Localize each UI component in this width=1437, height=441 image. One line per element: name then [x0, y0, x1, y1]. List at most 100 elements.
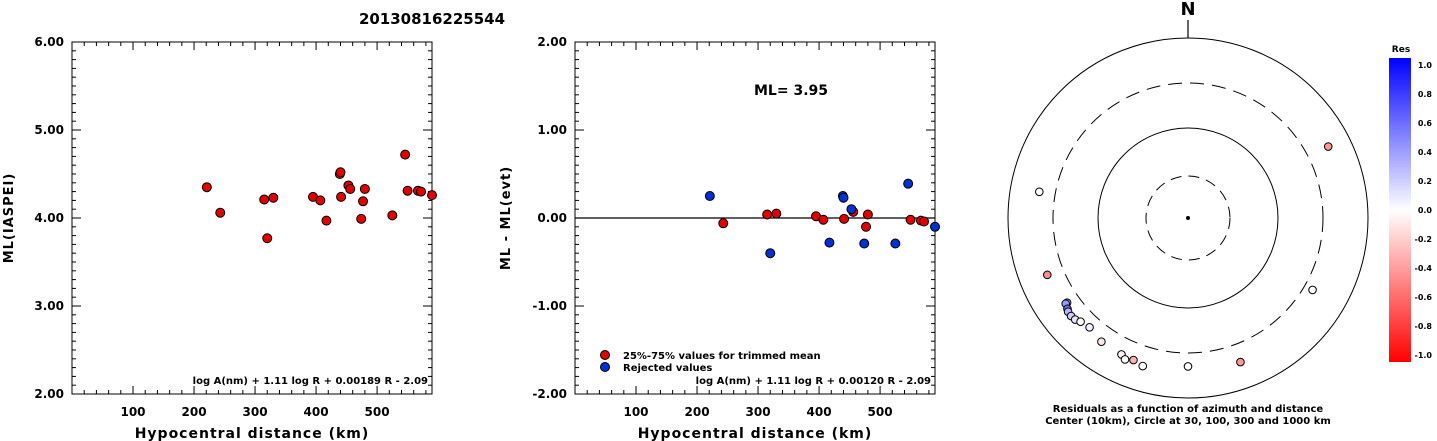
legend-label-rejected: Rejected values — [623, 363, 712, 374]
data-point — [358, 196, 369, 207]
data-point — [201, 182, 212, 193]
data-point — [846, 204, 857, 215]
data-point — [771, 208, 782, 219]
x-tick-label: 300 — [243, 405, 268, 419]
ring-30km — [1145, 175, 1231, 261]
station-marker — [1308, 285, 1317, 295]
x-tick-label: 500 — [365, 405, 390, 419]
y-axis-title: ML - ML(evt) — [499, 166, 514, 270]
colorbar-tick-label: -0.4 — [1415, 264, 1433, 273]
y-tick-label: 0.00 — [537, 211, 567, 225]
station-marker — [1035, 187, 1044, 197]
y-tick-label: 1.00 — [537, 123, 567, 137]
data-point — [427, 190, 437, 201]
north-label: N — [1180, 0, 1195, 20]
x-tick-label: 500 — [868, 405, 893, 419]
x-tick-label: 400 — [807, 405, 832, 419]
data-point — [762, 209, 773, 220]
x-tick-label: 400 — [304, 405, 329, 419]
station-marker — [1138, 361, 1148, 371]
colorbar-tick-label: -1.0 — [1415, 351, 1433, 360]
ring-300km — [1052, 82, 1324, 354]
formula-label: log A(nm) + 1.11 log R + 0.00120 R - 2.0… — [696, 376, 931, 387]
station-marker — [1120, 355, 1130, 364]
station-markers — [1035, 142, 1333, 371]
colorbar-tick-label: 0.4 — [1418, 148, 1433, 157]
x-axis-title: Hypocentral distance (km) — [638, 426, 873, 441]
y-tick-label: 5.00 — [34, 123, 64, 137]
legend-label-trimmed: 25%-75% values for trimmed mean — [623, 351, 821, 362]
colorbar-tick-label: -0.6 — [1415, 293, 1433, 302]
formula-label: log A(nm) + 1.11 log R + 0.00189 R - 2.0… — [193, 376, 428, 387]
colorbar-tick-label: 0.6 — [1418, 119, 1433, 128]
y-axis-ticks: -2.00 -1.00 0.00 1.00 2.00 — [532, 35, 935, 401]
polar-caption-line2: Center (10km), Circle at 30, 100, 300 an… — [1045, 416, 1331, 427]
ml-annotation: ML= 3.95 — [754, 83, 828, 99]
x-axis-ticks: 100 200 300 400 500 — [83, 42, 427, 419]
figure-title: 20130816225544 — [359, 10, 505, 28]
x-tick-label: 300 — [746, 405, 771, 419]
y-axis-title: ML(IASPEI) — [2, 173, 17, 264]
colorbar-tick-label: 0.8 — [1418, 90, 1433, 99]
data-point — [718, 218, 729, 229]
y-tick-label: 2.00 — [34, 387, 64, 401]
station-marker — [1042, 270, 1052, 280]
data-point — [859, 238, 870, 249]
data-points — [201, 149, 437, 244]
station-marker — [1076, 317, 1085, 327]
data-point — [359, 183, 370, 194]
y-tick-label: -2.00 — [532, 387, 567, 401]
polar-caption-line1: Residuals as a function of azimuth and d… — [1053, 404, 1324, 415]
y-tick-label: 2.00 — [537, 35, 567, 49]
data-point — [704, 191, 715, 201]
colorbar-tick-label: -0.8 — [1415, 322, 1433, 331]
epicenter-dot — [1186, 216, 1190, 220]
data-point — [335, 167, 346, 178]
colorbar-gradient — [1389, 58, 1411, 362]
data-points — [704, 178, 940, 259]
data-point — [259, 194, 270, 205]
y-tick-label: -1.00 — [532, 299, 567, 313]
station-marker — [1183, 362, 1193, 371]
data-point — [336, 191, 347, 202]
data-point — [345, 183, 356, 194]
colorbar-tick-label: 0.2 — [1418, 177, 1432, 186]
y-axis-ticks: 2.00 3.00 4.00 5.00 6.00 — [34, 35, 432, 401]
data-point — [321, 215, 332, 226]
azimuth-residual-panel: N Residuals as a function of azimuth and… — [1007, 0, 1369, 427]
plot-frame — [71, 41, 433, 395]
x-tick-label: 200 — [685, 405, 710, 419]
x-tick-label: 100 — [120, 405, 145, 419]
legend-marker-trimmed — [600, 350, 610, 360]
colorbar-tick-label: 1.0 — [1418, 61, 1433, 70]
residual-vs-distance-panel: 100 200 300 400 500 -2.00 -1.00 0.00 1.00 2.00 M… — [499, 35, 940, 441]
y-tick-label: 6.00 — [34, 35, 64, 49]
data-point — [402, 185, 413, 196]
data-point — [838, 192, 849, 203]
data-point — [861, 221, 872, 232]
residual-colorbar: Res 1.0 0.8 0.6 0.4 0.2 0.0 -0.2 -0.4 -0.6 -0.8 -1… — [1389, 45, 1432, 362]
station-marker — [1129, 355, 1138, 365]
data-point — [839, 213, 850, 224]
data-point — [930, 221, 940, 232]
data-point — [215, 207, 226, 218]
y-tick-label: 4.00 — [34, 211, 64, 225]
colorbar-tick-label: 0.0 — [1418, 206, 1433, 215]
x-tick-label: 200 — [182, 405, 207, 419]
colorbar-title: Res — [1392, 45, 1410, 55]
data-point — [765, 248, 776, 259]
station-marker — [1085, 323, 1094, 332]
station-marker — [1323, 142, 1333, 151]
colorbar-ticks: 1.0 0.8 0.6 0.4 0.2 0.0 -0.2 -0.4 -0.6 -0.8 -1.0 — [1415, 61, 1433, 360]
x-axis-title: Hypocentral distance (km) — [135, 426, 370, 441]
ring-100km — [1097, 127, 1279, 309]
data-point — [903, 178, 914, 189]
legend-marker-rejected — [600, 362, 610, 372]
data-point — [315, 195, 326, 206]
data-point — [890, 238, 901, 249]
data-point — [862, 209, 873, 220]
colorbar-tick-label: -0.2 — [1415, 235, 1433, 244]
data-point — [268, 192, 279, 203]
data-point — [400, 149, 411, 160]
station-marker — [1236, 357, 1245, 367]
